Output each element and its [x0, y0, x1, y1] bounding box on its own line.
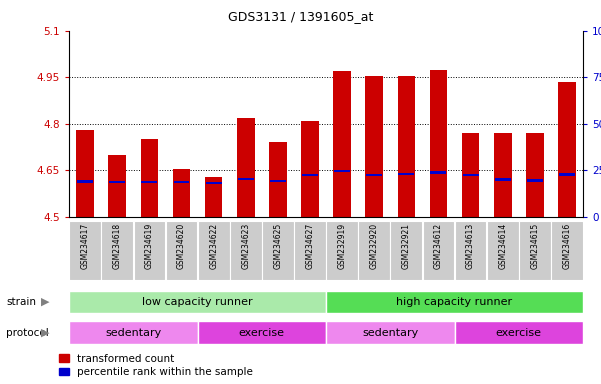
Text: ▶: ▶: [41, 328, 49, 338]
Bar: [166, 221, 197, 280]
Bar: [238, 178, 254, 180]
Bar: [109, 181, 125, 184]
Bar: [77, 180, 93, 182]
Bar: [141, 139, 158, 217]
Text: exercise: exercise: [496, 328, 542, 338]
Bar: [326, 221, 358, 280]
Text: ▶: ▶: [41, 297, 49, 307]
Bar: [237, 118, 255, 217]
Text: exercise: exercise: [239, 328, 285, 338]
Bar: [230, 221, 261, 280]
Bar: [358, 221, 390, 280]
Bar: [141, 180, 157, 183]
Bar: [495, 179, 511, 181]
Text: GSM234615: GSM234615: [530, 223, 539, 269]
Text: high capacity runner: high capacity runner: [397, 297, 513, 307]
Bar: [463, 174, 478, 176]
Bar: [269, 142, 287, 217]
Bar: [559, 173, 575, 175]
Bar: [270, 180, 286, 182]
Bar: [391, 221, 423, 280]
Bar: [455, 221, 486, 280]
Bar: [174, 181, 189, 184]
Bar: [494, 133, 511, 217]
Bar: [302, 174, 318, 176]
Text: GSM234612: GSM234612: [434, 223, 443, 269]
Text: GSM232921: GSM232921: [402, 223, 411, 268]
Bar: [294, 221, 326, 280]
Bar: [551, 221, 583, 280]
Text: GSM234614: GSM234614: [498, 223, 507, 269]
Bar: [527, 179, 543, 182]
Text: strain: strain: [6, 297, 36, 307]
Bar: [430, 70, 447, 217]
Text: GDS3131 / 1391605_at: GDS3131 / 1391605_at: [228, 10, 373, 23]
Bar: [366, 174, 382, 176]
Bar: [526, 133, 544, 217]
Bar: [398, 173, 414, 175]
Bar: [172, 169, 191, 217]
Bar: [102, 221, 133, 280]
Bar: [334, 71, 351, 217]
Text: GSM234618: GSM234618: [113, 223, 122, 269]
Text: protocol: protocol: [6, 328, 49, 338]
Bar: [108, 155, 126, 217]
Bar: [365, 76, 383, 217]
Text: GSM232919: GSM232919: [338, 223, 347, 269]
Bar: [326, 291, 583, 313]
Bar: [133, 221, 165, 280]
Bar: [262, 221, 294, 280]
Text: GSM234625: GSM234625: [273, 223, 282, 269]
Bar: [69, 221, 101, 280]
Bar: [205, 177, 222, 217]
Text: GSM234613: GSM234613: [466, 223, 475, 269]
Text: GSM234623: GSM234623: [241, 223, 250, 269]
Text: GSM232920: GSM232920: [370, 223, 379, 269]
Bar: [198, 321, 326, 344]
Bar: [558, 82, 576, 217]
Legend: transformed count, percentile rank within the sample: transformed count, percentile rank withi…: [59, 354, 253, 377]
Bar: [206, 182, 222, 184]
Bar: [198, 221, 230, 280]
Bar: [423, 221, 454, 280]
Bar: [69, 291, 326, 313]
Text: GSM234627: GSM234627: [305, 223, 314, 269]
Bar: [519, 221, 551, 280]
Text: GSM234622: GSM234622: [209, 223, 218, 269]
Text: GSM234617: GSM234617: [81, 223, 90, 269]
Bar: [326, 321, 454, 344]
Bar: [430, 171, 447, 174]
Bar: [454, 321, 583, 344]
Text: sedentary: sedentary: [105, 328, 162, 338]
Bar: [334, 170, 350, 172]
Bar: [301, 121, 319, 217]
Bar: [487, 221, 519, 280]
Text: sedentary: sedentary: [362, 328, 418, 338]
Bar: [462, 133, 480, 217]
Bar: [76, 130, 94, 217]
Text: GSM234620: GSM234620: [177, 223, 186, 269]
Bar: [69, 321, 198, 344]
Bar: [397, 76, 415, 217]
Text: low capacity runner: low capacity runner: [142, 297, 253, 307]
Text: GSM234619: GSM234619: [145, 223, 154, 269]
Text: GSM234616: GSM234616: [563, 223, 572, 269]
